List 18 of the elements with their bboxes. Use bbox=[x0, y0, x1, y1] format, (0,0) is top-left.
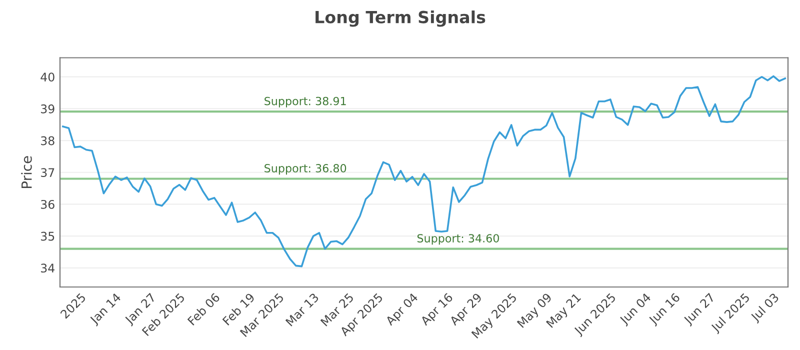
y-axis-title: Price bbox=[21, 156, 32, 188]
chart-title: Long Term Signals bbox=[316, 10, 486, 27]
ref-line-label: Support: 36.80 bbox=[264, 164, 346, 175]
x-tick-label: Mar 13 bbox=[285, 292, 320, 327]
ref-line-label: Support: 34.60 bbox=[417, 234, 499, 245]
y-tick-label: 39 bbox=[41, 104, 54, 114]
x-tick-label: Feb 06 bbox=[187, 292, 220, 326]
y-tick-label: 36 bbox=[41, 200, 54, 209]
ref-line-label: Support: 38.91 bbox=[264, 96, 346, 108]
y-tick-label: 34 bbox=[41, 264, 54, 273]
y-tick-label: 40 bbox=[40, 72, 54, 82]
y-tick-label: 35 bbox=[41, 232, 54, 241]
x-tick-label: Jan 14 bbox=[89, 292, 123, 326]
x-tick-label: Apr 04 bbox=[384, 292, 420, 328]
y-tick-label: 37 bbox=[41, 168, 54, 178]
x-tick-label: Jul 03 bbox=[750, 292, 781, 324]
line-series bbox=[62, 75, 786, 268]
y-tick-label: 38 bbox=[41, 136, 54, 146]
